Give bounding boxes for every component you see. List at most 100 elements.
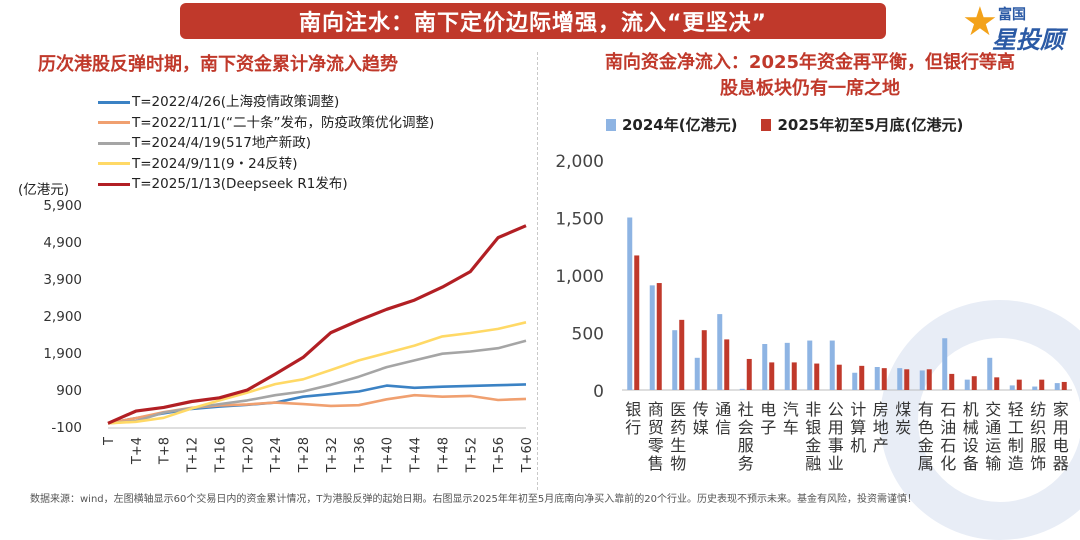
bar-2025-18 [1039, 379, 1045, 390]
right-chart-title: 南向资金净流入：2025年资金再平衡，但银行等高 股息板块仍有一席之地 [540, 50, 1080, 102]
bar-2025-8 [814, 363, 820, 390]
bar-2024-4 [717, 314, 723, 390]
bar-category-label: 轻 [1008, 400, 1024, 419]
bar-2024-19 [1054, 383, 1060, 390]
bar-legend-label-1: 2025年初至5月底(亿港元) [777, 116, 964, 134]
bar-category-label: 备 [963, 454, 979, 473]
bar-2024-16 [987, 357, 993, 390]
bar-category-label: 械 [963, 418, 979, 437]
bar-category-label: 药 [670, 418, 686, 437]
bar-category-label: 饰 [1030, 454, 1046, 473]
bar-category-label: 车 [783, 418, 799, 437]
bar-category-label: 机 [850, 436, 866, 455]
legend-label-2: T=2024/4/19(517地产新政) [132, 135, 312, 151]
footer-note: 数据来源：wind，左图横轴显示60个交易日内的资金累计情况，T为港股反弹的起始… [30, 494, 918, 505]
bar-2024-10 [852, 372, 858, 390]
bar-legend-label-0: 2024年(亿港元) [622, 116, 738, 134]
legend-swatch-0 [98, 100, 130, 104]
bar-category-label: 社 [738, 400, 754, 419]
bar-category-label: 银 [625, 400, 641, 419]
bar-category-label: 器 [1053, 454, 1069, 473]
bar-category-label: 金 [918, 436, 934, 455]
bar-category-label: 电 [760, 400, 776, 419]
bar-category-label: 信 [715, 418, 731, 437]
left-x-tick-label: T+8 [158, 437, 173, 465]
bar-2025-7 [791, 362, 797, 390]
bar-category-label: 机 [963, 400, 979, 419]
bar-category-label: 产 [873, 436, 889, 455]
bar-category-label: 非 [805, 400, 821, 419]
bar-category-label: 服 [1030, 436, 1046, 455]
bar-category-label: 贸 [648, 418, 664, 437]
legend-label-1: T=2022/11/1(“二十条”发布，防疫政策优化调整) [132, 114, 435, 131]
bar-category-label: 石 [940, 436, 956, 455]
legend-row-0: T=2022/4/26(上海疫情政策调整) [98, 92, 434, 113]
left-y-tick-label: 5,900 [43, 198, 82, 214]
bar-category-label: 会 [738, 418, 754, 437]
bar-y-tick-label: 0 [593, 382, 604, 402]
bar-category-label: 计 [850, 400, 866, 419]
bar-category-label: 输 [985, 454, 1001, 473]
bar-2025-11 [881, 368, 887, 390]
left-y-tick-label: -100 [51, 420, 82, 436]
bar-2025-12 [904, 369, 910, 390]
bar-category-label: 银 [805, 418, 821, 437]
left-x-tick-label: T+20 [241, 437, 256, 473]
bar-category-label: 商 [648, 400, 664, 419]
bar-category-label: 家 [1053, 400, 1069, 419]
banner-title: 南向注水：南下定价边际增强，流入“更坚决” [180, 3, 886, 39]
bar-category-label: 有 [918, 400, 934, 419]
bar-category-label: 媒 [693, 418, 709, 437]
bar-category-label: 织 [1030, 418, 1046, 437]
line-chart-legend: T=2022/4/26(上海疫情政策调整) T=2022/11/1(“二十条”发… [98, 92, 434, 195]
line-series-2 [107, 339, 527, 425]
bar-category-label: 子 [760, 418, 776, 437]
left-x-tick-label: T+56 [492, 437, 507, 473]
left-x-tick-label: T+44 [409, 437, 424, 473]
bar-category-label: 油 [940, 418, 956, 437]
bar-category-label: 金 [805, 436, 821, 455]
bar-legend-swatch-0 [606, 118, 616, 131]
left-x-tick-label: T+12 [186, 437, 201, 473]
bar-category-label: 传 [693, 400, 709, 419]
left-y-tick-label: 1,900 [43, 346, 82, 362]
bar-2025-0 [634, 255, 640, 390]
bar-category-label: 制 [1008, 436, 1024, 455]
line-series-1 [107, 393, 527, 425]
legend-swatch-3 [98, 162, 130, 166]
bar-legend-item-0: 2024年(亿港元) [606, 114, 737, 135]
legend-swatch-2 [98, 141, 130, 145]
right-title-line2: 股息板块仍有一席之地 [720, 78, 900, 99]
legend-swatch-1 [98, 121, 130, 125]
bar-category-label: 务 [738, 454, 754, 473]
bar-category-label: 房 [873, 400, 889, 419]
bar-2024-7 [784, 342, 790, 390]
left-y-tick-label: 4,900 [43, 235, 82, 251]
bar-2024-18 [1032, 386, 1038, 390]
right-title-line1: 南向资金净流入：2025年资金再平衡，但银行等高 [604, 52, 1016, 73]
line-series-3 [107, 321, 527, 425]
bar-2025-10 [859, 365, 865, 390]
left-x-tick-label: T+28 [297, 437, 312, 473]
logo-main-text: 星投顾 [992, 26, 1064, 54]
line-series-4 [107, 224, 527, 425]
bar-2025-6 [769, 362, 775, 390]
bar-category-label: 物 [670, 454, 686, 473]
bar-2024-5 [739, 388, 745, 390]
bar-category-label: 运 [985, 436, 1001, 455]
bar-category-label: 售 [648, 454, 664, 473]
bar-category-label: 用 [1053, 418, 1069, 437]
bar-2024-14 [942, 338, 948, 390]
left-y-axis-label: (亿港元) [18, 182, 70, 198]
bar-y-tick-label: 2,000 [555, 152, 604, 172]
legend-label-4: T=2025/1/13(Deepseek R1发布) [132, 176, 348, 192]
bar-2025-1 [656, 283, 662, 390]
bar-2025-3 [701, 330, 707, 390]
left-x-tick-label: T+24 [269, 437, 284, 473]
bar-category-label: 设 [963, 436, 979, 455]
bar-category-label: 融 [805, 454, 821, 473]
bar-2024-15 [964, 379, 970, 390]
bar-category-label: 生 [670, 436, 686, 455]
bar-category-label: 零 [648, 436, 664, 455]
bar-category-label: 工 [1008, 418, 1024, 437]
